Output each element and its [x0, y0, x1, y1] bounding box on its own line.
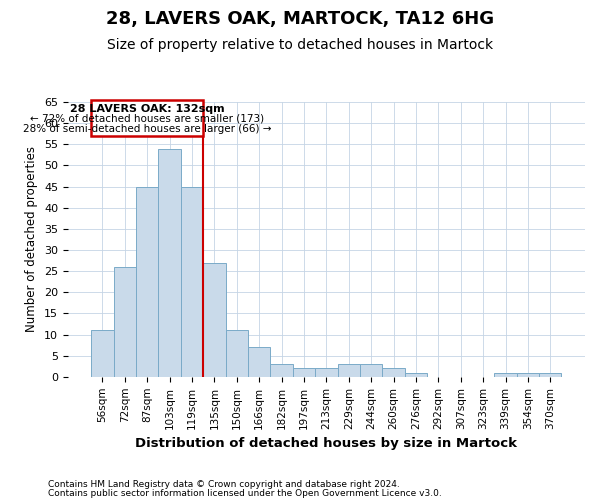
Bar	[360, 364, 382, 377]
Bar	[382, 368, 405, 377]
Text: Size of property relative to detached houses in Martock: Size of property relative to detached ho…	[107, 38, 493, 52]
Bar	[248, 347, 271, 377]
Bar	[539, 372, 562, 377]
Bar	[293, 368, 315, 377]
Text: 28 LAVERS OAK: 132sqm: 28 LAVERS OAK: 132sqm	[70, 104, 224, 114]
Bar	[315, 368, 338, 377]
Bar	[91, 330, 113, 377]
Bar	[113, 267, 136, 377]
X-axis label: Distribution of detached houses by size in Martock: Distribution of detached houses by size …	[136, 437, 517, 450]
Bar	[203, 262, 226, 377]
Bar	[405, 372, 427, 377]
Text: 28, LAVERS OAK, MARTOCK, TA12 6HG: 28, LAVERS OAK, MARTOCK, TA12 6HG	[106, 10, 494, 28]
Text: 28% of semi-detached houses are larger (66) →: 28% of semi-detached houses are larger (…	[23, 124, 272, 134]
Text: Contains HM Land Registry data © Crown copyright and database right 2024.: Contains HM Land Registry data © Crown c…	[48, 480, 400, 489]
Bar	[181, 186, 203, 377]
Bar	[271, 364, 293, 377]
Bar	[338, 364, 360, 377]
Bar	[494, 372, 517, 377]
Bar	[91, 100, 203, 136]
Bar	[517, 372, 539, 377]
Text: ← 72% of detached houses are smaller (173): ← 72% of detached houses are smaller (17…	[30, 114, 265, 124]
Bar	[226, 330, 248, 377]
Bar	[158, 148, 181, 377]
Bar	[136, 186, 158, 377]
Y-axis label: Number of detached properties: Number of detached properties	[25, 146, 38, 332]
Text: Contains public sector information licensed under the Open Government Licence v3: Contains public sector information licen…	[48, 490, 442, 498]
